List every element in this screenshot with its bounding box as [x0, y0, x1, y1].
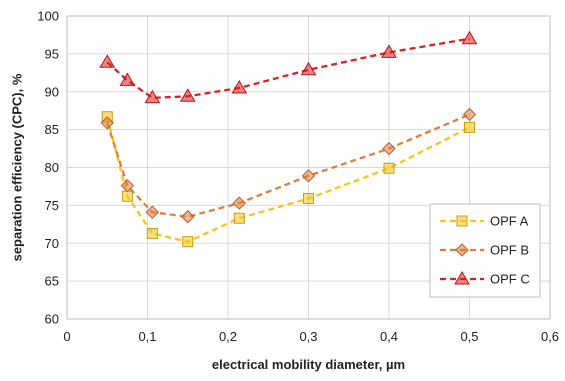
y-tick-label: 95: [45, 46, 59, 61]
data-point: [120, 178, 135, 193]
data-point: [383, 162, 395, 174]
legend-item: OPF B: [440, 243, 529, 258]
x-tick-label: 0,1: [138, 329, 156, 344]
legend-box: [429, 203, 541, 298]
data-point: [303, 193, 314, 205]
data-point: [464, 121, 475, 133]
y-tick-label: 100: [37, 9, 59, 24]
x-tick-label: 0,5: [460, 329, 478, 344]
series-layer: [99, 30, 478, 248]
tick-labels: 60 65 70 75 80 85 90 95 100 0 0,1 0,2 0,3 0,4 0,5 0,6: [37, 9, 559, 345]
series-opf-b: [100, 107, 477, 224]
data-point: [179, 88, 196, 102]
data-point: [119, 72, 136, 86]
legend-label: OPF C: [490, 272, 530, 287]
data-point: [231, 79, 248, 94]
x-axis-title: electrical mobility diameter, µm: [212, 357, 405, 372]
x-tick-label: 0: [63, 329, 70, 344]
y-tick-label: 70: [45, 236, 59, 251]
data-point: [301, 169, 316, 183]
y-tick-label: 80: [45, 160, 59, 175]
y-tick-label: 65: [45, 274, 59, 289]
plot-border: [66, 15, 551, 320]
data-point: [382, 141, 396, 156]
y-tick-label: 90: [45, 84, 59, 99]
series-line: [106, 113, 470, 218]
legend-marker: [455, 243, 469, 257]
legend-item: OPF A: [440, 214, 529, 229]
x-tick-label: 0,6: [541, 329, 559, 344]
series-opf-c: [99, 30, 478, 104]
legend-label: OPF A: [490, 214, 529, 229]
legend: OPF A OPF B OPF C: [429, 203, 541, 298]
x-tick-label: 0,2: [219, 329, 237, 344]
data-point: [381, 44, 397, 58]
data-point: [121, 190, 133, 202]
data-point: [146, 227, 158, 239]
y-tick-label: 85: [45, 122, 59, 137]
series-opf-a: [101, 111, 475, 248]
data-point: [145, 205, 160, 219]
x-tick-label: 0,3: [299, 329, 317, 344]
data-point: [300, 61, 317, 76]
y-axis-title: separation efficiency (CPC), %: [10, 73, 25, 261]
series-line: [106, 116, 471, 243]
legend-marker: [454, 271, 470, 285]
data-point: [462, 107, 477, 122]
x-tick-label: 0,4: [380, 329, 398, 344]
data-point: [232, 196, 246, 210]
data-point: [181, 210, 195, 224]
data-point: [100, 116, 114, 130]
series-line: [106, 37, 470, 99]
y-tick-label: 60: [45, 312, 59, 327]
legend-marker: [456, 215, 468, 227]
y-tick-label: 75: [45, 198, 59, 213]
data-point: [182, 236, 194, 248]
data-point: [461, 30, 478, 45]
data-point: [233, 212, 245, 224]
data-point: [144, 89, 161, 104]
data-point: [99, 54, 116, 68]
legend-label: OPF B: [490, 243, 529, 258]
legend-item: OPF C: [440, 271, 530, 287]
